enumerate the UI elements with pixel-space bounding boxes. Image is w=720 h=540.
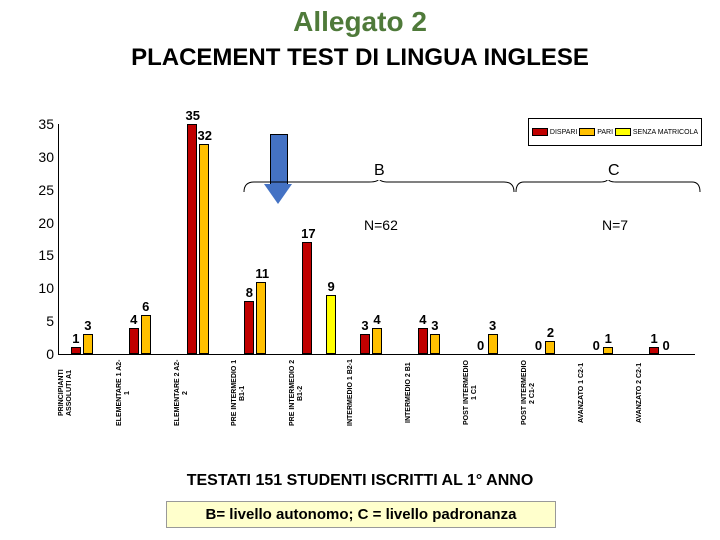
bar	[418, 328, 428, 354]
brace-c	[516, 178, 700, 196]
x-label: PRE INTERMEDIO 1 B1-1	[231, 358, 289, 428]
bar-label: 3	[487, 318, 499, 333]
category: 34	[348, 124, 406, 354]
bar-label: 2	[544, 325, 556, 340]
heading-allegato: Allegato 2	[0, 0, 720, 38]
bar	[141, 315, 151, 354]
x-label: AVANZATO 2 C2-1	[636, 358, 694, 428]
y-tick: 5	[30, 313, 54, 329]
x-label: PRE INTERMEDIO 2 B1-2	[289, 358, 347, 428]
bar	[129, 328, 139, 354]
x-label: ELEMENTARE 1 A2-1	[116, 358, 174, 428]
y-tick: 10	[30, 280, 54, 296]
category: 02	[522, 124, 580, 354]
category: 43	[406, 124, 464, 354]
y-tick: 30	[30, 149, 54, 165]
y-tick: 20	[30, 215, 54, 231]
bar	[430, 334, 440, 354]
bar-label: 3	[359, 318, 371, 333]
brace-b	[244, 178, 514, 196]
label-b: B	[370, 162, 389, 180]
bar-label: 3	[429, 318, 441, 333]
bar-label: 6	[140, 299, 152, 314]
bar-label: 11	[255, 266, 267, 281]
bar-label: 9	[325, 279, 337, 294]
x-label: INTERMEDIO 2 B1	[405, 358, 463, 428]
label-n7: N=7	[598, 216, 632, 234]
category: 811	[232, 124, 290, 354]
category: 01	[579, 124, 637, 354]
category: 13	[59, 124, 117, 354]
bar-label: 1	[602, 331, 614, 346]
heading-title: PLACEMENT TEST DI LINGUA INGLESE	[0, 44, 720, 72]
bar-label: 0	[475, 338, 487, 353]
x-label: POST INTERMEDIO 1 C1	[463, 358, 521, 428]
bar	[326, 295, 336, 354]
category: 46	[117, 124, 175, 354]
category: 17 9	[290, 124, 348, 354]
footer-testati: TESTATI 151 STUDENTI ISCRITTI AL 1° ANNO	[0, 472, 720, 490]
bar	[83, 334, 93, 354]
bar-label: 4	[417, 312, 429, 327]
bar-label: 35	[186, 108, 198, 123]
placement-chart: DISPARI PARI SENZA MATRICOLA 13463532811…	[22, 118, 702, 428]
y-tick: 25	[30, 182, 54, 198]
label-c: C	[604, 162, 624, 180]
x-label: PRINCIPIANTI ASSOLUTI A1	[58, 358, 116, 428]
bar-label: 1	[70, 331, 82, 346]
bar-label: 8	[243, 285, 255, 300]
y-tick: 0	[30, 346, 54, 362]
bar	[187, 124, 197, 354]
bar-label: 0	[590, 338, 602, 353]
bar-label: 3	[82, 318, 94, 333]
bar	[372, 328, 382, 354]
bar-label: 4	[128, 312, 140, 327]
category: 10	[637, 124, 695, 354]
bar-label: 4	[371, 312, 383, 327]
bar	[71, 347, 81, 354]
bar-label: 32	[198, 128, 210, 143]
bar-label: 0	[532, 338, 544, 353]
x-label: INTERMEDIO 1 B2-1	[347, 358, 405, 428]
x-label: POST INTERMEDIO 2 C1-2	[521, 358, 579, 428]
slide: Allegato 2 PLACEMENT TEST DI LINGUA INGL…	[0, 0, 720, 540]
footer-legend-bc: B= livello autonomo; C = livello padrona…	[166, 501, 556, 528]
bar	[360, 334, 370, 354]
bar-label: 17	[301, 226, 313, 241]
label-n62: N=62	[360, 216, 402, 234]
x-label: AVANZATO 1 C2-1	[578, 358, 636, 428]
bar	[488, 334, 498, 354]
bar	[649, 347, 659, 354]
x-label: ELEMENTARE 2 A2-2	[174, 358, 232, 428]
plot-area: 13463532811179344303020110	[58, 124, 695, 355]
bar-label: 0	[660, 338, 672, 353]
bar	[199, 144, 209, 354]
bar	[244, 301, 254, 354]
bar	[302, 242, 312, 354]
category: 03	[464, 124, 522, 354]
y-tick: 35	[30, 116, 54, 132]
category: 3532	[175, 124, 233, 354]
bar	[545, 341, 555, 354]
bar-label: 1	[648, 331, 660, 346]
bar	[603, 347, 613, 354]
bar	[256, 282, 266, 354]
y-tick: 15	[30, 247, 54, 263]
